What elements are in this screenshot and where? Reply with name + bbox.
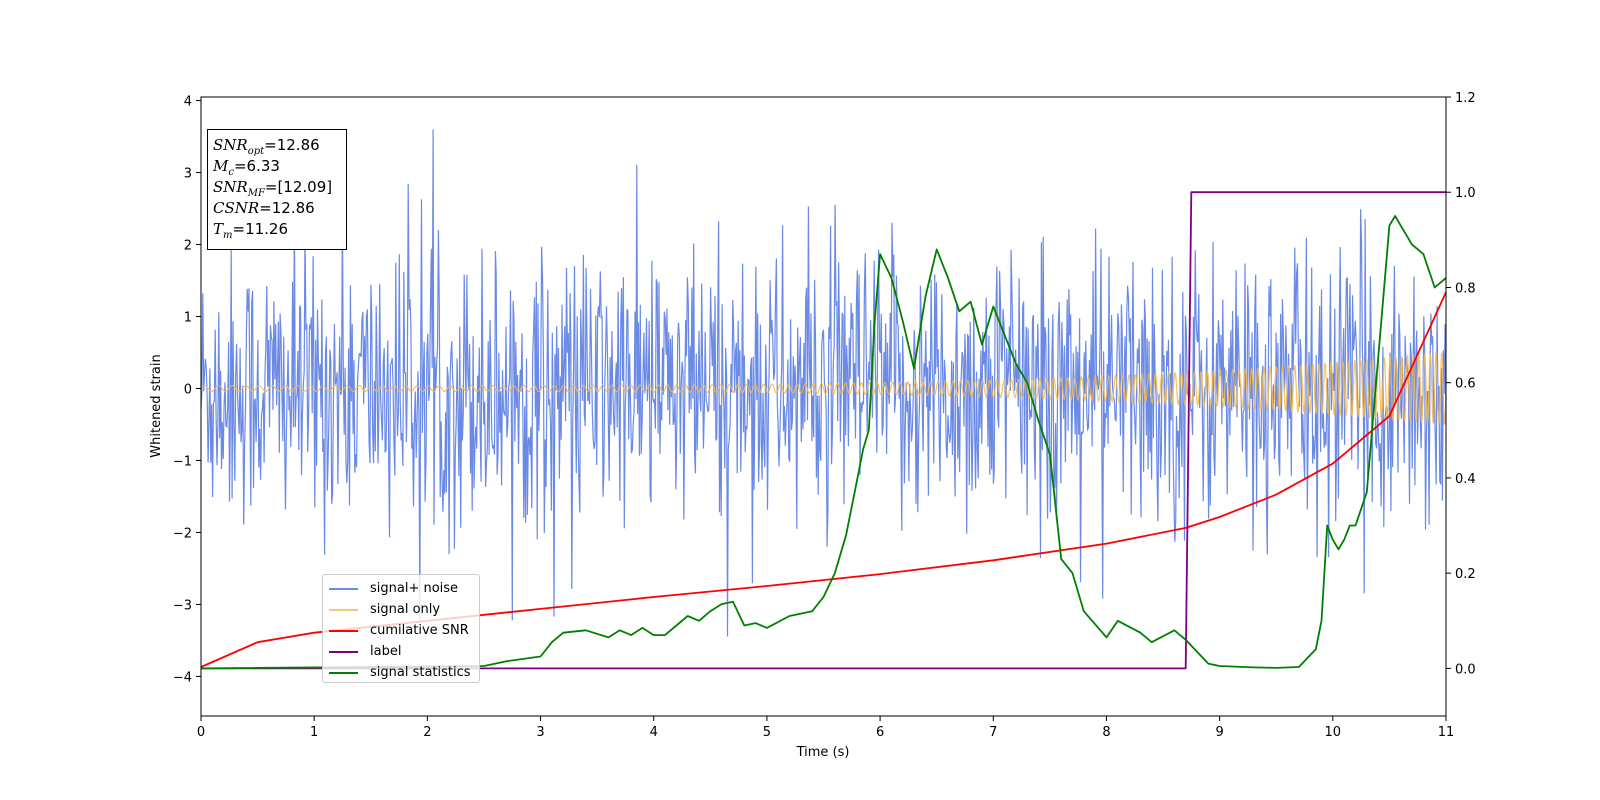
x-tick-label: 8 xyxy=(1102,725,1110,740)
legend: signal+ noise signal only cumilative SNR… xyxy=(322,574,480,683)
legend-item-label: label xyxy=(329,641,473,662)
y-tick-label: −2 xyxy=(173,526,192,541)
y-tick-label: −4 xyxy=(173,670,192,685)
legend-item-signal-only: signal only xyxy=(329,599,473,620)
y-axis-right: 1.2 1.0 0.8 0.6 0.4 0.2 0.0 xyxy=(1446,91,1476,677)
legend-swatch xyxy=(329,650,358,653)
signal-noise-line xyxy=(201,129,1446,637)
x-tick-label: 5 xyxy=(763,725,771,740)
legend-label: signal+ noise xyxy=(370,581,459,596)
x-tick-label: 2 xyxy=(423,725,431,740)
legend-swatch xyxy=(329,587,358,590)
y-axis-title: Whitened strain xyxy=(149,354,164,457)
csnr-line: CSNR=12.86 xyxy=(213,199,315,217)
y-tick-label: −1 xyxy=(173,454,192,469)
y-tick-label: −3 xyxy=(173,598,192,613)
y-tick-label: 4 xyxy=(184,95,192,110)
y-tick-label: 0 xyxy=(184,383,192,398)
legend-swatch xyxy=(329,671,358,674)
legend-label: cumilative SNR xyxy=(370,623,469,638)
snr-opt-line: SNRopt=12.86 xyxy=(213,136,320,157)
y2-tick-label: 1.2 xyxy=(1455,91,1476,106)
y2-tick-label: 1.0 xyxy=(1455,186,1476,201)
y2-tick-label: 0.8 xyxy=(1455,281,1476,296)
signal-statistics-line xyxy=(201,215,1446,670)
y2-tick-label: 0.2 xyxy=(1455,567,1476,582)
x-tick-label: 0 xyxy=(197,725,205,740)
y-axis-left: 4 3 2 1 0 −1 −2 −3 −4 xyxy=(173,95,201,685)
snr-mf-line: SNRMF=[12.09] xyxy=(213,178,333,199)
x-tick-label: 10 xyxy=(1325,725,1342,740)
y2-tick-label: 0.6 xyxy=(1455,377,1476,392)
x-tick-label: 3 xyxy=(536,725,544,740)
legend-label: label xyxy=(370,644,402,659)
y2-tick-label: 0.0 xyxy=(1455,662,1476,677)
legend-item-signal-statistics: signal statistics xyxy=(329,662,473,683)
x-tick-label: 9 xyxy=(1215,725,1223,740)
x-tick-label: 1 xyxy=(310,725,318,740)
stats-annotation-box: SNRopt=12.86 Mc=6.33 SNRMF=[12.09] CSNR=… xyxy=(207,129,347,250)
x-tick-label: 7 xyxy=(989,725,997,740)
legend-swatch xyxy=(329,608,358,611)
x-axis: 0 1 2 3 4 5 6 7 8 9 10 11 xyxy=(197,716,1454,740)
y-tick-label: 1 xyxy=(184,311,192,326)
x-tick-label: 6 xyxy=(876,725,884,740)
y-tick-label: 2 xyxy=(184,239,192,254)
label-line xyxy=(201,191,1446,670)
mc-line: Mc=6.33 xyxy=(213,157,280,178)
plot-frame xyxy=(200,96,1447,717)
legend-swatch xyxy=(329,629,358,632)
legend-label: signal only xyxy=(370,602,441,617)
x-tick-label: 11 xyxy=(1438,725,1455,740)
y2-tick-label: 0.4 xyxy=(1455,472,1476,487)
legend-item-cumulative-snr: cumilative SNR xyxy=(329,620,473,641)
legend-label: signal statistics xyxy=(370,665,471,680)
y-tick-label: 3 xyxy=(184,167,192,182)
legend-item-signal-noise: signal+ noise xyxy=(329,578,473,599)
x-axis-title: Time (s) xyxy=(796,745,850,760)
tm-line: Tm=11.26 xyxy=(213,220,289,241)
signal-only-series xyxy=(201,352,1446,426)
x-tick-label: 4 xyxy=(650,725,658,740)
signal-only-line xyxy=(201,352,1446,426)
signal-noise-series xyxy=(201,129,1446,637)
